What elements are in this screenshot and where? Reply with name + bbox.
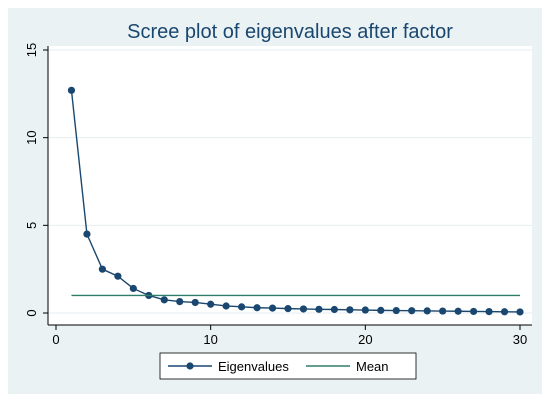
data-point (83, 230, 91, 238)
data-point (238, 303, 246, 311)
data-point (392, 306, 400, 315)
data-point (361, 306, 369, 314)
data-point (191, 298, 199, 307)
data-point (454, 307, 462, 315)
y-tick-label: 10 (24, 130, 39, 144)
plot-area (48, 46, 532, 325)
data-point (129, 284, 137, 293)
data-point (299, 305, 308, 313)
data-point (377, 306, 385, 314)
legend-key-marker (186, 362, 194, 370)
data-point (516, 308, 524, 316)
data-point (500, 308, 509, 316)
data-point (346, 306, 354, 314)
legend: Eigenvalues Mean (159, 352, 417, 380)
data-point (222, 302, 230, 310)
data-point (160, 296, 168, 304)
legend-label: Mean (356, 359, 389, 374)
data-point (253, 304, 261, 312)
grid-lines (48, 49, 532, 314)
data-point (284, 305, 292, 313)
data-point (114, 272, 122, 280)
x-tick-label: 20 (358, 332, 372, 347)
x-tick-label: 30 (513, 332, 527, 347)
data-point (485, 307, 493, 316)
legend-label: Eigenvalues (218, 359, 289, 374)
data-point (207, 300, 215, 308)
data-point (439, 307, 447, 315)
data-point (315, 305, 323, 313)
data-point (330, 305, 338, 314)
data-point (470, 307, 478, 316)
data-point (268, 304, 277, 312)
data-point (98, 265, 106, 273)
x-tick-label: 0 (52, 332, 59, 347)
data-point (67, 86, 76, 94)
axes: 0 5 10 15 0 10 20 30 (24, 43, 532, 347)
y-tick-label: 15 (24, 43, 39, 57)
chart-title: Scree plot of eigenvalues after factor (127, 21, 453, 43)
x-tick-label: 10 (203, 332, 217, 347)
data-point (423, 307, 431, 315)
series-layer (67, 86, 524, 316)
data-point (408, 307, 416, 315)
data-point (176, 298, 184, 306)
y-tick-label: 5 (24, 222, 39, 229)
y-tick-label: 0 (24, 309, 39, 316)
